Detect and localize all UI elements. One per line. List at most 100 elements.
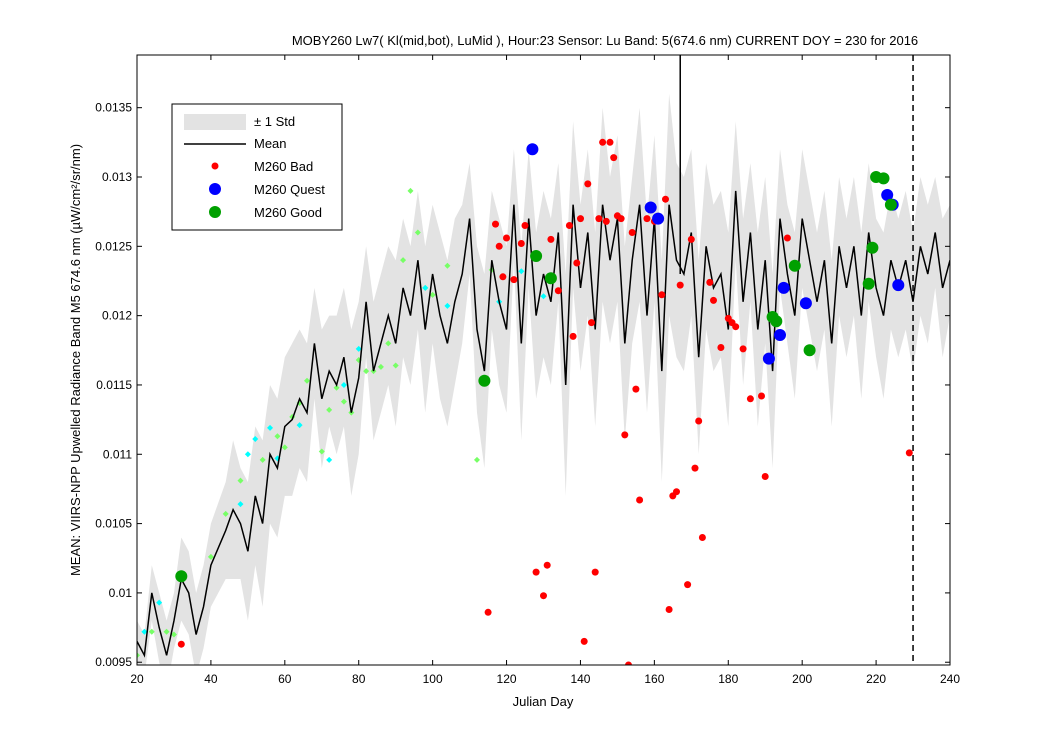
good-point: [544, 272, 557, 285]
legend-label-good: M260 Good: [254, 205, 322, 220]
quest-point: [644, 201, 657, 214]
historical-point: [318, 448, 325, 455]
bad-point: [492, 220, 499, 228]
historical-point: [385, 340, 392, 347]
x-tick-label: 240: [940, 672, 960, 686]
bad-point: [636, 496, 644, 504]
historical-point: [207, 553, 214, 560]
good-point: [788, 259, 801, 272]
historical-point: [429, 291, 436, 298]
historical-point: [156, 599, 163, 606]
good-point: [770, 315, 783, 328]
good-point: [175, 570, 188, 583]
bad-point: [543, 561, 551, 569]
quest-point: [892, 279, 905, 292]
historical-point: [296, 422, 303, 429]
historical-point: [340, 398, 347, 405]
historical-point: [392, 362, 399, 369]
bad-point: [783, 234, 791, 242]
mean-line: [137, 190, 950, 658]
bad-point: [521, 222, 529, 229]
bad-point: [599, 138, 607, 146]
bad-point: [588, 319, 595, 327]
bad-point: [643, 215, 651, 223]
bad-point: [547, 235, 555, 243]
bad-point: [484, 608, 492, 616]
bad-point: [580, 637, 588, 645]
historical-point: [303, 377, 310, 384]
bad-point: [632, 385, 640, 393]
x-tick-label: 140: [570, 672, 590, 686]
historical-point: [414, 229, 421, 236]
bad-point: [610, 154, 618, 162]
historical-point: [422, 284, 429, 291]
historical-point: [163, 628, 170, 635]
historical-point: [407, 187, 414, 194]
x-tick-label: 80: [352, 672, 366, 686]
bad-point: [732, 323, 740, 331]
legend-label-std: ± 1 Std: [254, 114, 295, 129]
y-axis-label: MEAN: VIIRS-NPP Upwelled Radiance Band M…: [68, 144, 83, 576]
historical-point: [333, 384, 340, 391]
y-axis: 0.0095 0.01 0.0105 0.011 0.0115 0.012 0.0125 0.…: [95, 101, 950, 669]
y-tick-label: 0.01: [109, 586, 133, 600]
bad-point: [706, 278, 714, 286]
bad-point: [746, 395, 754, 403]
chart-title: MOBY260 Lw7( Kl(mid,bot), LuMid ), Hour:…: [292, 33, 918, 48]
bad-point: [684, 581, 692, 589]
quest-point: [799, 297, 812, 310]
historical-point: [400, 257, 407, 264]
std-band: [137, 93, 950, 665]
x-tick-label: 40: [204, 672, 218, 686]
y-tick-label: 0.013: [102, 170, 132, 184]
x-tick-label: 60: [278, 672, 292, 686]
observation-points: [175, 138, 913, 665]
good-point: [862, 277, 875, 290]
x-tick-label: 180: [718, 672, 738, 686]
x-tick-label: 100: [423, 672, 443, 686]
quest-point: [777, 281, 790, 294]
bad-point: [565, 222, 573, 229]
historical-point: [540, 293, 547, 300]
historical-point: [274, 433, 281, 440]
bad-point: [503, 234, 510, 242]
y-tick-label: 0.0125: [95, 239, 132, 253]
x-tick-label: 220: [866, 672, 886, 686]
legend-swatch-quest: [209, 183, 221, 195]
historical-point: [473, 456, 480, 463]
y-tick-label: 0.0115: [96, 378, 132, 392]
historical-point: [137, 652, 140, 659]
y-tick-label: 0.0105: [95, 517, 132, 531]
historical-point: [326, 456, 333, 463]
bad-point: [905, 449, 913, 457]
historical-point: [252, 436, 259, 443]
historical-point: [222, 510, 229, 517]
bad-point: [177, 640, 185, 648]
bad-point: [499, 273, 507, 281]
bad-point: [617, 215, 625, 223]
historical-point: [444, 262, 451, 269]
historical-point: [281, 444, 288, 451]
bad-point: [695, 417, 703, 425]
historical-point: [148, 628, 155, 635]
bad-point: [606, 138, 614, 146]
bad-point: [621, 431, 629, 439]
bad-point: [591, 568, 599, 576]
historical-point: [267, 424, 274, 431]
legend-swatch-good: [209, 206, 221, 218]
x-tick-label: 120: [497, 672, 517, 686]
bad-point: [532, 568, 540, 576]
bad-point: [628, 229, 636, 236]
bad-point: [739, 345, 747, 353]
historical-point: [141, 628, 148, 635]
quest-point: [526, 143, 539, 156]
bad-point: [717, 344, 725, 351]
y-tick-label: 0.012: [102, 309, 132, 323]
bad-point: [662, 195, 669, 203]
y-tick-label: 0.011: [103, 447, 132, 461]
y-tick-label: 0.0135: [95, 101, 132, 115]
x-tick-label: 20: [130, 672, 144, 686]
bad-point: [573, 259, 581, 267]
bad-point: [687, 235, 695, 243]
